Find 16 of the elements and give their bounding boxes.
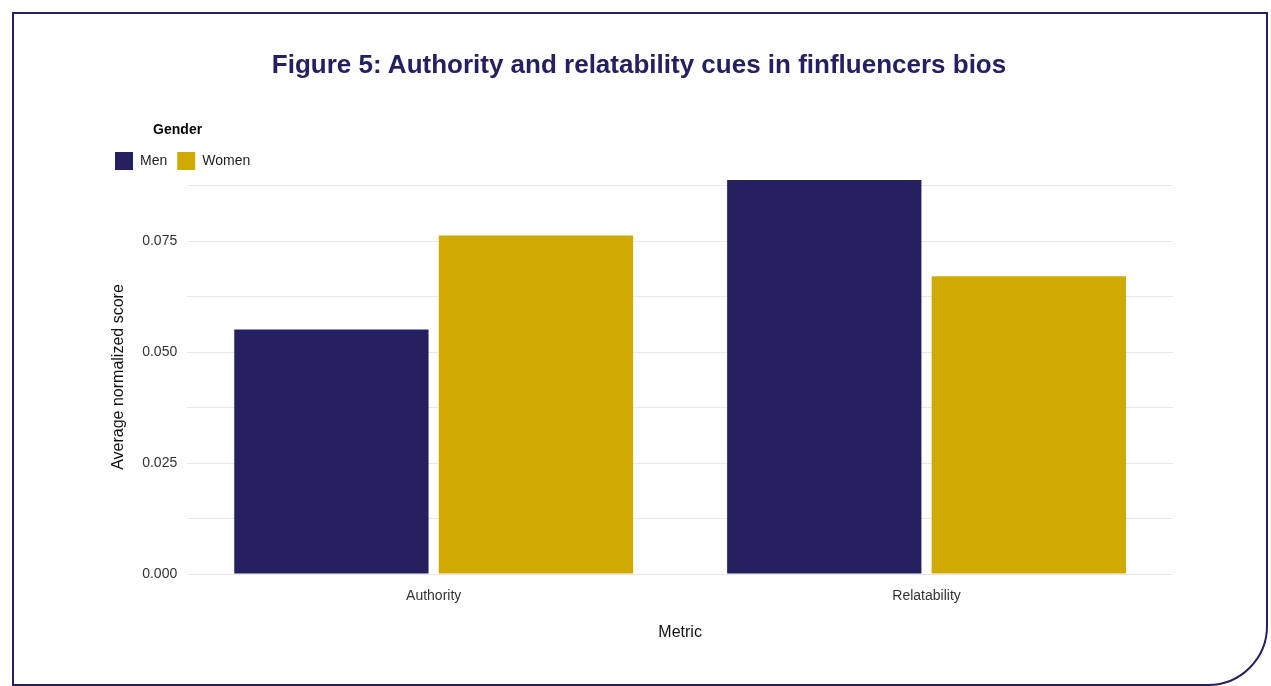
legend-label: Men: [140, 151, 168, 168]
chart-title: Figure 5: Authority and relatability cues in finfluencers bios: [271, 48, 1007, 79]
y-tick-label: 0.000: [142, 564, 178, 581]
y-axis-title: Average normalized score: [109, 284, 127, 470]
bar: [727, 180, 922, 574]
legend-label: Women: [202, 151, 251, 168]
y-tick-label: 0.050: [142, 343, 178, 360]
x-tick-label: Relatability: [892, 587, 961, 604]
bar: [931, 276, 1126, 574]
legend-title: Gender: [153, 121, 203, 138]
bar: [234, 329, 429, 574]
bar: [438, 235, 634, 574]
y-tick-label: 0.075: [142, 232, 178, 249]
x-axis-title: Metric: [658, 622, 702, 640]
x-tick-label: Authority: [406, 587, 462, 604]
y-tick-label: 0.025: [142, 453, 178, 470]
